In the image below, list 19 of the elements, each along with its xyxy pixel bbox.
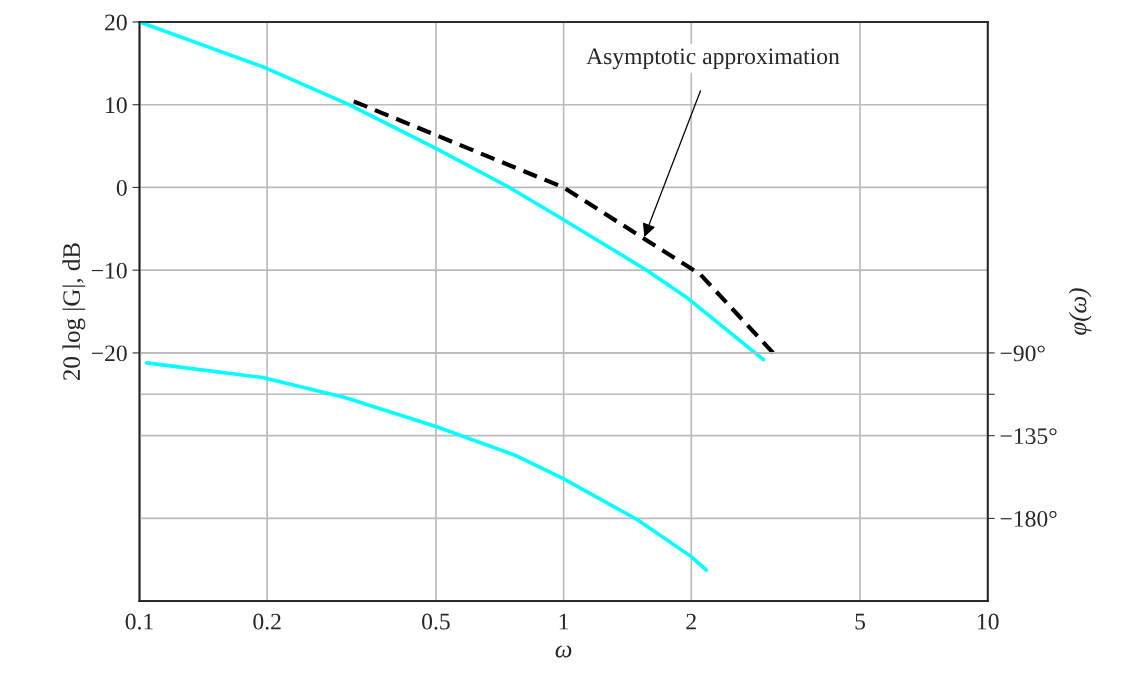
x-tick-label: 5 bbox=[855, 613, 866, 630]
y2-tick-label: −90° bbox=[1000, 345, 1045, 362]
y-tick-label: 20 bbox=[105, 14, 127, 31]
y-axis-title: 20 log |G|, dB bbox=[62, 243, 86, 381]
y2-axis-title: φ(ω) bbox=[1068, 288, 1092, 335]
x-axis-title: ω bbox=[555, 645, 572, 658]
x-tick-label: 1 bbox=[559, 613, 569, 630]
y-tick-label: 0 bbox=[116, 179, 127, 196]
x-tick-label: 0.2 bbox=[253, 613, 281, 630]
y2-tick-label: −180° bbox=[1000, 510, 1057, 527]
y-tick-label: −20 bbox=[91, 345, 127, 362]
x-tick-label: 0.1 bbox=[125, 613, 153, 630]
y2-tick-label: −135° bbox=[1000, 428, 1057, 445]
x-tick-label: 10 bbox=[977, 613, 999, 630]
y-tick-label: −10 bbox=[91, 262, 127, 279]
annotation: Asymptotic approximation bbox=[586, 48, 840, 70]
x-tick-label: 2 bbox=[686, 613, 696, 630]
x-tick-label: 0.5 bbox=[422, 613, 450, 630]
y-tick-label: 10 bbox=[106, 97, 127, 114]
